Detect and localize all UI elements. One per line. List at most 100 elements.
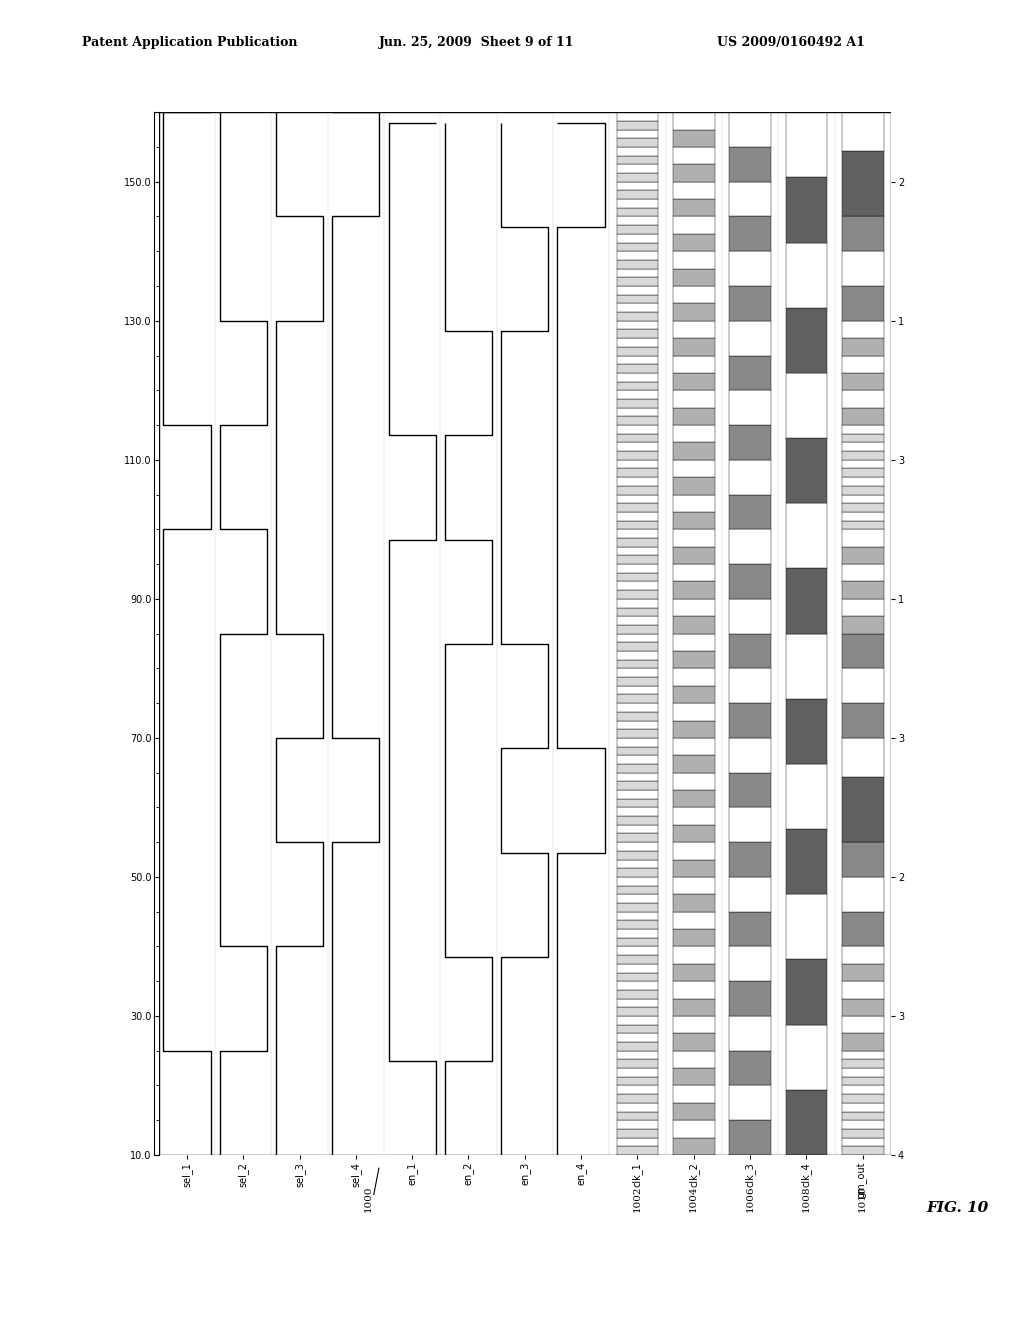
Bar <box>616 1085 658 1094</box>
Bar <box>729 391 771 425</box>
Bar <box>616 164 658 173</box>
Bar <box>616 590 658 599</box>
Bar <box>673 321 715 338</box>
Bar <box>842 1077 884 1085</box>
Bar <box>673 789 715 808</box>
Bar <box>616 581 658 590</box>
Bar <box>616 1129 658 1138</box>
Bar <box>673 251 715 269</box>
Bar <box>673 599 715 616</box>
Bar <box>842 425 884 434</box>
Bar <box>673 564 715 581</box>
Bar <box>729 808 771 842</box>
Bar <box>616 546 658 556</box>
Text: 1000: 1000 <box>365 1185 373 1212</box>
Bar <box>616 112 658 121</box>
Bar <box>842 391 884 408</box>
Bar <box>673 581 715 599</box>
Bar <box>616 355 658 364</box>
Bar <box>616 869 658 876</box>
Bar <box>616 1024 658 1034</box>
Bar <box>616 660 658 668</box>
Bar <box>616 998 658 1007</box>
Text: 1004: 1004 <box>689 1185 698 1212</box>
Bar <box>785 243 827 308</box>
Bar <box>616 338 658 347</box>
Bar <box>673 825 715 842</box>
Bar <box>616 503 658 512</box>
Bar <box>673 338 715 355</box>
Bar <box>842 1129 884 1138</box>
Bar <box>842 152 884 216</box>
Bar <box>616 946 658 956</box>
Bar <box>673 408 715 425</box>
Bar <box>616 1051 658 1060</box>
Bar <box>785 698 827 764</box>
Bar <box>616 685 658 694</box>
Bar <box>673 477 715 495</box>
Bar <box>616 520 658 529</box>
Bar <box>729 321 771 355</box>
Bar <box>842 469 884 477</box>
Bar <box>729 251 771 286</box>
Bar <box>616 139 658 147</box>
Bar <box>616 277 658 286</box>
Bar <box>616 964 658 973</box>
Bar <box>673 1138 715 1155</box>
Bar <box>616 973 658 981</box>
Bar <box>616 981 658 990</box>
Bar <box>616 243 658 251</box>
Bar <box>616 607 658 616</box>
Bar <box>673 738 715 755</box>
Bar <box>616 434 658 442</box>
Bar <box>673 704 715 721</box>
Bar <box>842 486 884 495</box>
Bar <box>673 634 715 651</box>
Bar <box>673 112 715 129</box>
Bar <box>673 234 715 251</box>
Bar <box>616 895 658 903</box>
Bar <box>842 434 884 442</box>
Bar <box>729 981 771 1016</box>
Bar <box>673 147 715 164</box>
Bar <box>729 1121 771 1155</box>
Text: Patent Application Publication: Patent Application Publication <box>82 36 297 49</box>
Bar <box>785 960 827 1024</box>
Bar <box>673 304 715 321</box>
Bar <box>616 251 658 260</box>
Bar <box>729 876 771 912</box>
Bar <box>616 469 658 477</box>
Bar <box>842 251 884 286</box>
Bar <box>616 121 658 129</box>
Bar <box>616 1146 658 1155</box>
Bar <box>616 937 658 946</box>
Bar <box>616 799 658 808</box>
Bar <box>616 1068 658 1077</box>
Bar <box>842 564 884 581</box>
Bar <box>842 529 884 546</box>
Bar <box>785 308 827 372</box>
Text: FIG. 10: FIG. 10 <box>927 1201 989 1214</box>
Bar <box>616 156 658 164</box>
Bar <box>729 286 771 321</box>
Bar <box>673 895 715 912</box>
Bar <box>616 442 658 451</box>
Bar <box>842 946 884 964</box>
Bar <box>616 1007 658 1016</box>
Bar <box>616 956 658 964</box>
Bar <box>729 425 771 459</box>
Bar <box>616 1104 658 1111</box>
Bar <box>842 777 884 842</box>
Bar <box>785 503 827 569</box>
Bar <box>673 355 715 372</box>
Bar <box>842 286 884 321</box>
Bar <box>842 1146 884 1155</box>
Text: 1006: 1006 <box>745 1185 755 1212</box>
Bar <box>616 416 658 425</box>
Bar <box>842 459 884 469</box>
Bar <box>842 408 884 425</box>
Bar <box>616 651 658 660</box>
Bar <box>616 564 658 573</box>
Bar <box>616 399 658 408</box>
Bar <box>729 704 771 738</box>
